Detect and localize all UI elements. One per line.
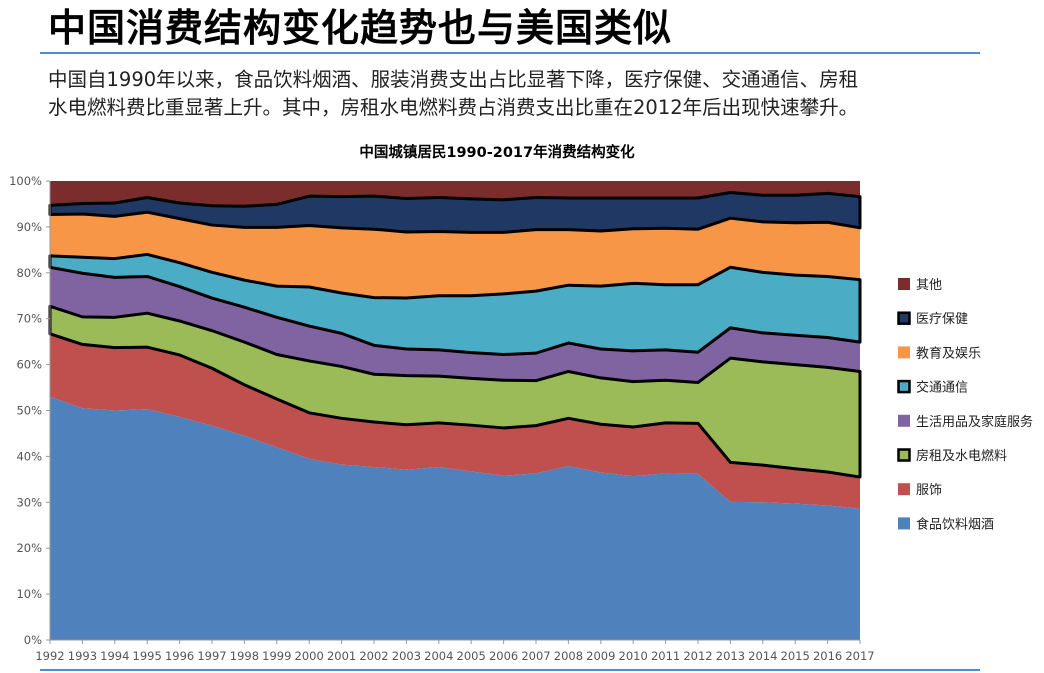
legend-item: 交通通信: [897, 379, 968, 396]
area-生活用品及家庭服务: [50, 267, 860, 383]
legend-label: 生活用品及家庭服务: [916, 414, 1033, 430]
y-tick-label: 20%: [16, 541, 42, 555]
legend-swatch: [898, 278, 910, 290]
plot-areas: [50, 181, 860, 640]
subtitle-line: 水电燃料费比重显著上升。其中，房租水电燃料费占消费支出比重在2012年后出现快速…: [48, 96, 859, 119]
legend-swatch: [897, 311, 911, 325]
legend-swatch: [898, 517, 910, 530]
area-交通通信: [50, 254, 860, 355]
y-tick-label: 90%: [16, 220, 42, 234]
area-医疗保健: [50, 192, 860, 233]
legend-label: 其他: [916, 278, 942, 293]
x-tick-label: 2008: [554, 649, 583, 663]
legend-swatch: [898, 483, 910, 496]
area-服饰: [50, 333, 860, 509]
x-tick-label: 2012: [683, 649, 712, 663]
x-tick-label: 1992: [35, 649, 64, 663]
title-underline: [40, 52, 980, 54]
slide-subtitle: 中国自1990年以来，食品饮料烟酒、服装消费支出占比显著下降，医疗保健、交通通信…: [48, 66, 978, 122]
x-tick-label: 1998: [230, 649, 259, 663]
legend-item: 其他: [898, 278, 942, 293]
y-tick-label: 10%: [16, 587, 42, 601]
legend-item: 房租及水电燃料: [897, 448, 1007, 464]
plot-outlines: [48, 190, 862, 479]
area-outline-房租及水电燃料: [48, 304, 862, 479]
legend-item: 教育及娱乐: [898, 345, 981, 361]
y-tick-label: 70%: [16, 312, 42, 326]
x-tick-label: 2007: [521, 649, 550, 663]
legend-swatch: [897, 448, 911, 462]
x-tick-label: 2015: [781, 649, 810, 663]
x-tick-label: 1993: [68, 649, 97, 663]
legend-label: 服饰: [916, 483, 942, 498]
area-outline-交通通信: [48, 252, 862, 357]
y-tick-label: 30%: [16, 495, 42, 509]
legend-label: 医疗保健: [916, 312, 968, 327]
legend-label: 食品饮料烟酒: [916, 516, 994, 532]
x-tick-label: 1996: [165, 649, 194, 663]
area-房租及水电燃料: [50, 306, 860, 478]
x-tick-label: 1999: [262, 649, 291, 663]
x-tick-label: 2009: [586, 649, 615, 663]
y-tick-label: 60%: [16, 358, 42, 372]
slide-title: 中国消费结构变化趋势也与美国类似: [48, 6, 673, 50]
x-tick-label: 2010: [619, 649, 648, 663]
x-tick-label: 2014: [748, 649, 777, 663]
x-tick-label: 2016: [813, 649, 842, 663]
subtitle-line: 中国自1990年以来，食品饮料烟酒、服装消费支出占比显著下降，医疗保健、交通通信…: [48, 68, 859, 91]
legend-item: 医疗保健: [897, 311, 968, 327]
y-tick-label: 40%: [16, 449, 42, 463]
legend-label: 教育及娱乐: [916, 345, 981, 361]
x-tick-label: 1994: [100, 649, 129, 663]
x-tick-label: 2002: [359, 649, 388, 663]
bottom-rule: [40, 669, 980, 671]
y-tick-label: 0%: [24, 633, 42, 647]
x-tick-label: 2003: [392, 649, 421, 663]
x-tick-label: 1995: [133, 649, 162, 663]
legend-item: 生活用品及家庭服务: [898, 414, 1033, 430]
legend-swatch: [898, 414, 910, 427]
area-其他: [50, 181, 860, 207]
x-tick-label: 2005: [457, 649, 486, 663]
legend-swatch: [898, 346, 910, 359]
y-tick-label: 50%: [16, 404, 42, 418]
chart-title: 中国城镇居民1990-2017年消费结构变化: [359, 143, 635, 161]
legend-swatch: [897, 379, 911, 394]
legend-label: 交通通信: [916, 380, 968, 396]
x-tick-label: 2017: [845, 649, 874, 663]
x-tick-label: 2001: [327, 649, 356, 663]
x-tick-label: 1997: [197, 649, 226, 663]
legend-item: 食品饮料烟酒: [898, 516, 994, 532]
y-tick-label: 100%: [9, 174, 42, 188]
x-tick-label: 2013: [716, 649, 745, 663]
legend-label: 房租及水电燃料: [916, 448, 1007, 464]
area-食品饮料烟酒: [50, 396, 860, 640]
area-outline-医疗保健: [48, 190, 862, 234]
legend-item: 服饰: [898, 483, 942, 498]
y-axis: 0% 10% 20% 30% 40% 50% 60% 70% 80% 90% 100%: [9, 174, 51, 647]
x-tick-label: 2000: [295, 649, 324, 663]
y-tick-label: 80%: [16, 266, 42, 280]
area-教育及娱乐: [50, 212, 860, 299]
x-tick-label: 2011: [651, 649, 680, 663]
x-axis: 1992 1993 1994 1995 1996 1997 1998 1999 2000 2001…: [35, 639, 875, 663]
x-tick-label: 2006: [489, 649, 518, 663]
x-tick-label: 2004: [424, 649, 453, 663]
